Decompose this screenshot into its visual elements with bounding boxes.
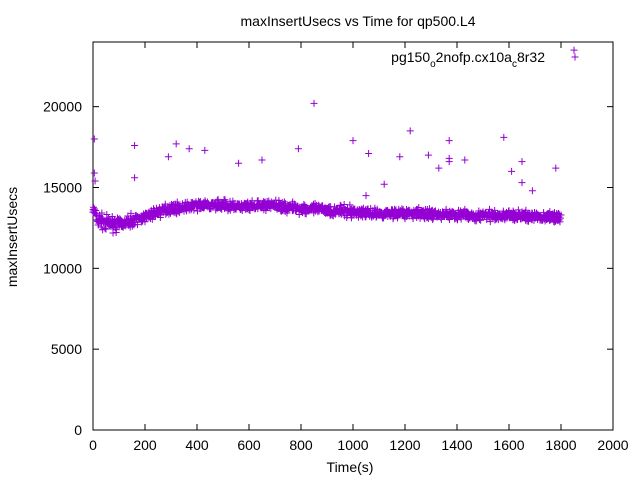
data-point [442, 205, 450, 213]
data-point [528, 187, 536, 195]
data-point [294, 145, 302, 153]
legend-label-sub-2: c [512, 59, 517, 70]
x-tick-label: 0 [89, 437, 97, 453]
axis-tick-labels: 0 200 400 600 800 1000 1200 1400 1600 1800 2000050… [43, 99, 629, 453]
axis-ticks [92, 42, 614, 431]
data-point [90, 169, 98, 177]
data-point [173, 198, 181, 206]
data-point [280, 198, 288, 206]
data-points [89, 46, 578, 237]
data-point [491, 206, 499, 214]
legend-label: pg150o2nofp.cx10ac8r32 [391, 49, 545, 70]
x-axis-label: Time(s) [327, 459, 374, 475]
data-point [337, 202, 345, 210]
data-point [201, 146, 209, 154]
y-tick-label: 0 [74, 422, 82, 438]
data-point [97, 223, 105, 231]
chart-title: maxInsertUsecs vs Time for qp500.L4 [241, 13, 476, 29]
data-point [445, 137, 453, 145]
y-tick-label: 10000 [43, 260, 82, 276]
y-axis-label: maxInsertUsecs [4, 187, 20, 287]
data-point [127, 209, 135, 217]
x-tick-label: 1400 [441, 437, 472, 453]
data-point [552, 164, 560, 172]
data-point [101, 224, 109, 232]
x-tick-label: 200 [133, 437, 157, 453]
data-point [445, 215, 453, 223]
data-point [235, 159, 243, 167]
data-point [98, 209, 106, 217]
data-point [365, 150, 373, 158]
data-point [131, 174, 139, 182]
legend-marker [571, 53, 579, 61]
plot-frame [92, 41, 614, 431]
data-point [91, 177, 99, 185]
data-point [164, 153, 172, 161]
data-point [396, 153, 404, 161]
data-point [518, 158, 526, 166]
data-point [424, 151, 432, 159]
data-point [571, 53, 579, 61]
data-point [258, 156, 266, 164]
data-point [486, 218, 494, 226]
data-point [349, 137, 357, 145]
data-point [522, 216, 530, 224]
data-point [556, 214, 564, 222]
data-point [514, 206, 522, 214]
data-point [336, 201, 344, 209]
data-point [213, 197, 221, 205]
data-point [310, 99, 318, 107]
data-point [172, 140, 180, 148]
data-point [557, 211, 565, 219]
y-tick-label: 5000 [51, 341, 82, 357]
data-point [461, 156, 469, 164]
data-point [185, 145, 193, 153]
data-point [556, 218, 564, 226]
data-point [437, 215, 445, 223]
data-point [141, 218, 149, 226]
data-point [522, 206, 530, 214]
data-point [435, 164, 443, 172]
x-tick-label: 800 [289, 437, 313, 453]
x-tick-label: 1800 [545, 437, 576, 453]
data-point [508, 167, 516, 175]
data-point [380, 180, 388, 188]
x-tick-label: 1600 [493, 437, 524, 453]
x-tick-label: 1200 [389, 437, 420, 453]
x-tick-label: 1000 [337, 437, 368, 453]
y-tick-label: 20000 [43, 99, 82, 115]
data-point [175, 209, 183, 217]
legend-label-part-1: pg150 [391, 49, 430, 65]
data-point [112, 226, 120, 234]
legend-label-part-2: 2nofp.cx10a [436, 49, 512, 65]
legend: pg150o2nofp.cx10ac8r32 [391, 49, 579, 70]
data-point [406, 127, 414, 135]
data-point [518, 179, 526, 187]
data-point [238, 206, 246, 214]
x-tick-label: 2000 [597, 437, 628, 453]
data-point [500, 133, 508, 141]
legend-label-sub-1: o [430, 59, 436, 70]
data-point [90, 135, 98, 143]
data-point [570, 46, 578, 54]
data-point [92, 207, 100, 215]
data-point [445, 158, 453, 166]
data-point [91, 205, 99, 213]
data-point [472, 217, 480, 225]
data-point [131, 141, 139, 149]
x-tick-label: 400 [185, 437, 209, 453]
data-point [214, 195, 222, 203]
data-point [133, 221, 141, 229]
data-point [346, 201, 354, 209]
data-point [362, 192, 370, 200]
data-point [102, 225, 110, 233]
legend-label-part-3: 8r32 [517, 49, 545, 65]
x-tick-label: 600 [237, 437, 261, 453]
y-tick-label: 15000 [43, 180, 82, 196]
